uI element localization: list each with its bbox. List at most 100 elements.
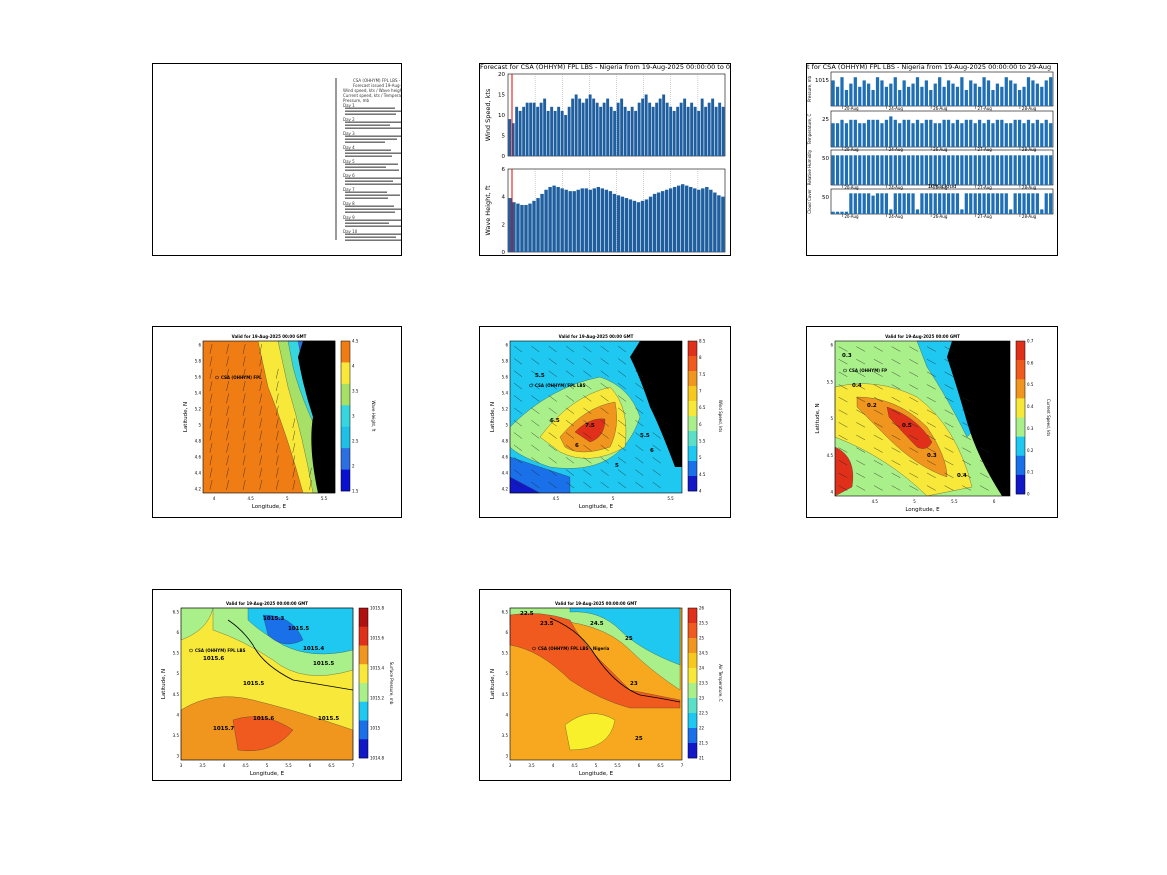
bar [532, 200, 536, 252]
x-tick-label: 28-Aug [1022, 147, 1037, 152]
colorbar-segment [688, 623, 697, 639]
met-panel: t for CSA (OHHYM) FPL LBS - Nigeria from… [806, 63, 1058, 256]
bar [978, 155, 982, 185]
vector-arrow [838, 422, 848, 428]
bar [831, 155, 835, 185]
vector-arrow [242, 356, 246, 367]
bar [668, 188, 673, 252]
colorbar-tick-label: 21 [699, 756, 705, 761]
colorbar-segment [1016, 417, 1025, 437]
vector-arrow [838, 346, 848, 352]
vector-arrow [873, 434, 883, 441]
vector-arrow [292, 467, 296, 478]
bar [906, 119, 911, 147]
vector-arrow [926, 460, 936, 466]
vector-arrow [926, 359, 936, 365]
vector-arrow [926, 396, 936, 403]
bar [557, 106, 561, 156]
bar [1031, 123, 1035, 147]
report-detail-line [345, 138, 397, 140]
wave-height-map-panel: Valid for 19-Aug-2025 00:00 GMT 4 4.5 5 5.5 6… [152, 326, 402, 518]
vector-arrow [856, 371, 866, 377]
vector-arrow [242, 430, 246, 441]
vector-arrow [513, 432, 523, 439]
y-tick-label: 3.5 [502, 733, 509, 738]
y-tick-label: 5 [505, 671, 508, 676]
report-line: Day 6 [343, 173, 355, 178]
bar [875, 155, 880, 185]
vector-arrow [944, 409, 954, 415]
colorbar-tick-label: 0.3 [1027, 426, 1034, 431]
vector-arrow [531, 370, 540, 377]
report-line: Day 2 [343, 117, 355, 122]
bar [544, 189, 548, 252]
contour-fill [232, 716, 294, 751]
vector-arrow [979, 485, 989, 491]
bar [1049, 77, 1053, 106]
y-tick-label: 5.5 [502, 651, 509, 656]
bar [634, 110, 638, 156]
bar [637, 102, 641, 156]
bar [867, 119, 871, 147]
location-label: CSA (OHHYM) FPL LBS [195, 648, 246, 653]
vector-arrow [838, 371, 848, 377]
bar [1026, 155, 1031, 185]
x-tick-label: 5 [286, 496, 289, 501]
colorbar-tick-label: 5.5 [699, 439, 706, 444]
wind-wave-svg: Forecast for CSA (OHHYM) FPL LBS - Niger… [480, 64, 730, 255]
y-tick-label: 5.2 [195, 407, 202, 412]
bar [889, 83, 893, 106]
y-tick-label: 0 [502, 154, 506, 160]
colorbar-segment [341, 383, 350, 406]
report-detail-line [345, 219, 401, 221]
vector-arrow [513, 370, 523, 377]
x-tick-label: 4.5 [247, 496, 254, 501]
bar [969, 193, 973, 214]
y-tick-label: 4.5 [827, 453, 834, 458]
map-frame [202, 340, 336, 494]
vector-arrow [600, 469, 609, 476]
bar [532, 102, 536, 156]
bar [567, 106, 571, 156]
colorbar-segment [688, 728, 697, 744]
bar [942, 155, 946, 185]
x-tick-label: 7 [681, 763, 684, 768]
vector-arrow [873, 472, 883, 478]
colorbar-frame [1015, 340, 1026, 495]
y-tick-label: 5 [830, 416, 833, 421]
bar [946, 119, 951, 147]
vector-arrow [259, 356, 263, 367]
colorbar-tick-label: 6 [699, 422, 702, 427]
vector-arrow [209, 405, 213, 416]
bar [858, 123, 862, 147]
bar [831, 211, 835, 214]
x-tick-label: 5.5 [951, 499, 958, 504]
colorbar-segment [1016, 341, 1025, 361]
bar [849, 155, 853, 185]
bar [862, 123, 866, 147]
vector-arrow [979, 460, 989, 466]
bar [1000, 86, 1004, 106]
y-tick-label: 4.5 [173, 692, 180, 697]
bar [512, 202, 516, 252]
y-tick-label: 4 [830, 490, 833, 495]
vector-arrow [583, 432, 592, 439]
bar [620, 196, 625, 252]
vector-arrow [531, 345, 540, 353]
bar [853, 155, 857, 185]
vector-arrow [242, 442, 246, 453]
vector-arrow [635, 420, 644, 427]
bar [880, 123, 884, 147]
bar [951, 155, 955, 185]
bar [858, 193, 862, 214]
colorbar-tick-label: 0.1 [1027, 470, 1034, 475]
vector-arrow [209, 467, 213, 478]
bar [1000, 193, 1004, 214]
vector-arrow [275, 381, 279, 392]
bar [1035, 119, 1039, 147]
bar [628, 199, 633, 252]
vector-arrow [513, 382, 523, 390]
y-tick-label: 6 [176, 630, 179, 635]
bar [1022, 155, 1026, 185]
contour-label: 25 [635, 736, 643, 742]
